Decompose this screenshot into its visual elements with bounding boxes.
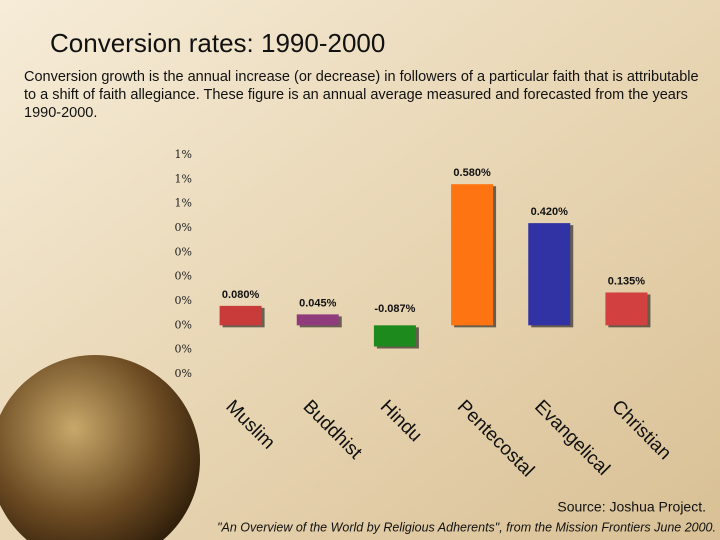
value-label: 0.045% xyxy=(299,297,337,309)
y-tick-label: 1% xyxy=(175,172,192,185)
title: Conversion rates: 1990-2000 xyxy=(50,28,385,58)
subtitle: Conversion growth is the annual increase… xyxy=(24,69,699,121)
bar xyxy=(296,314,339,326)
citation: "An Overview of the World by Religious A… xyxy=(217,520,716,534)
source: Source: Joshua Project. xyxy=(557,499,706,515)
y-tick-label: 0% xyxy=(175,367,192,380)
value-label: 0.420% xyxy=(531,206,569,218)
y-tick-label: 0% xyxy=(175,245,192,258)
bar xyxy=(219,305,262,326)
y-tick-label: 1% xyxy=(175,148,192,161)
bar xyxy=(605,292,648,326)
y-tick-label: 0% xyxy=(175,343,192,356)
bar xyxy=(451,184,494,326)
y-tick-label: 0% xyxy=(175,318,192,331)
y-tick-label: 0% xyxy=(175,270,192,283)
bar xyxy=(528,223,571,326)
globe xyxy=(0,355,200,540)
y-tick-label: 0% xyxy=(175,294,192,307)
bar xyxy=(373,325,416,347)
value-label: -0.087% xyxy=(374,303,415,315)
y-tick-label: 1% xyxy=(175,197,192,210)
value-label: 0.135% xyxy=(608,275,646,287)
value-label: 0.080% xyxy=(222,289,260,301)
y-tick-label: 0% xyxy=(175,221,192,234)
subtitle-box: Conversion growth is the annual increase… xyxy=(24,69,699,121)
value-label: 0.580% xyxy=(453,167,491,179)
